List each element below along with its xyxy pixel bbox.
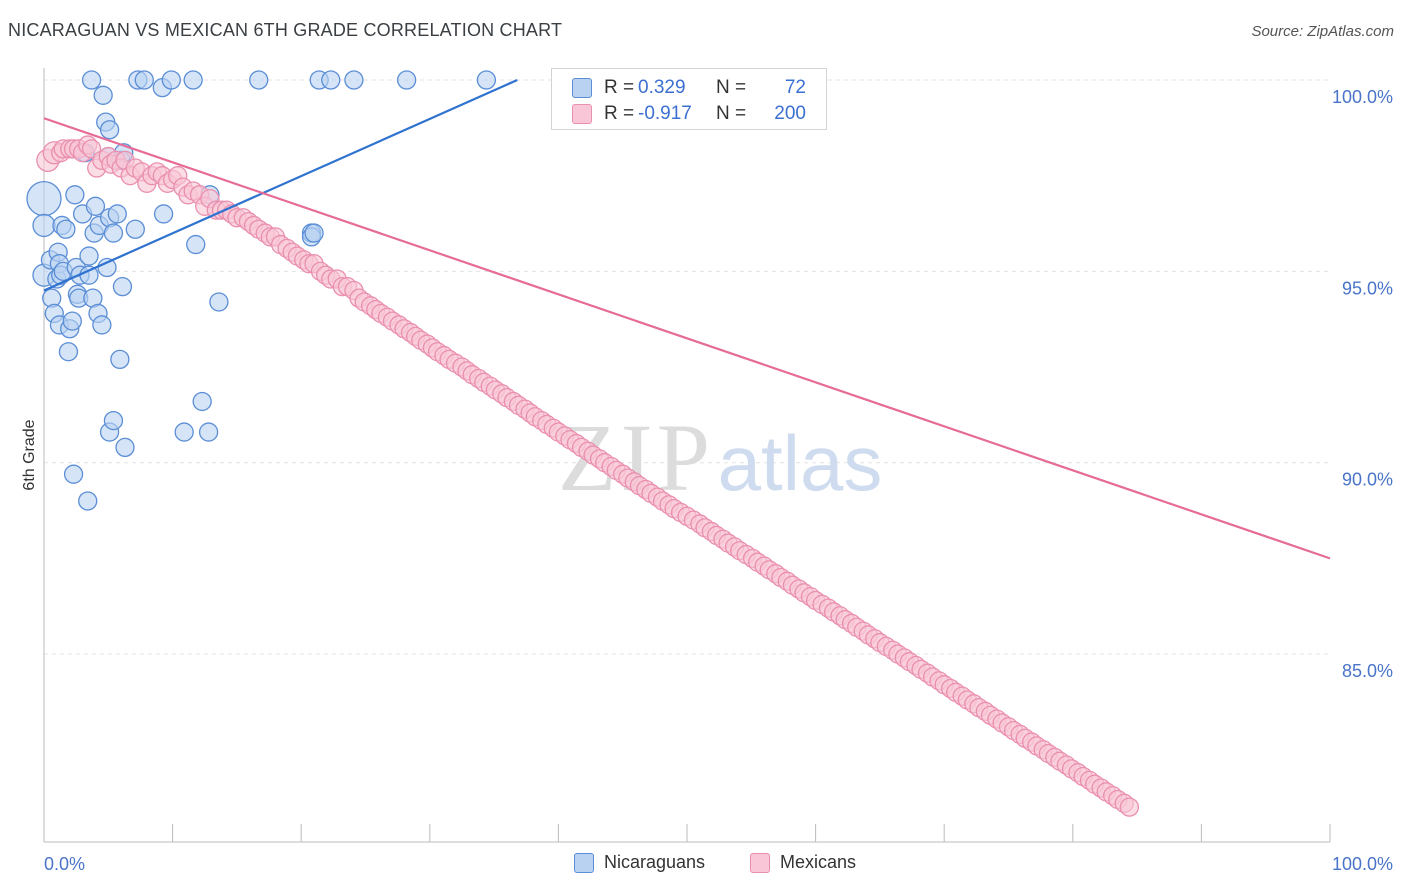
blue-swatch xyxy=(572,78,592,98)
y-tick-label: 90.0% xyxy=(1342,470,1393,490)
legend-item-nicaraguans[interactable]: Nicaraguans xyxy=(574,852,705,873)
source-label: Source: ZipAtlas.com xyxy=(1251,23,1394,40)
nicaraguan-point xyxy=(476,70,497,90)
nicaraguan-point xyxy=(103,410,124,431)
nicaraguan-point xyxy=(26,180,62,217)
nicaraguan-point xyxy=(79,265,99,285)
nicaraguan-point xyxy=(81,70,102,90)
r-value: -0.917 xyxy=(638,103,692,124)
n-label: N = xyxy=(716,103,747,124)
y-tick-label: 95.0% xyxy=(1342,278,1393,298)
nicaraguan-point xyxy=(304,223,324,243)
nicaraguan-point xyxy=(65,185,85,205)
trendlines xyxy=(43,78,1331,560)
y-tick-label: 85.0% xyxy=(1342,661,1393,681)
blue-swatch xyxy=(574,852,594,873)
x-tick-label-max: 100.0% xyxy=(1332,854,1393,874)
nicaraguan-point xyxy=(198,422,219,442)
nicaraguan-point xyxy=(344,70,364,90)
nicaraguan-point xyxy=(397,70,417,90)
nicaraguan-point xyxy=(115,437,135,458)
nicaraguan-point xyxy=(209,292,229,312)
r-label: R = xyxy=(604,77,635,98)
series-mexicans xyxy=(36,135,1140,817)
nicaraguan-point xyxy=(62,311,82,331)
chart-title: NICARAGUAN VS MEXICAN 6TH GRADE CORRELAT… xyxy=(8,20,563,40)
trendline-mexicans xyxy=(43,117,1331,560)
nicaraguan-point xyxy=(249,70,269,90)
nicaraguan-point xyxy=(32,213,56,238)
nicaraguan-point xyxy=(99,120,120,140)
stats-row-mexicans: R = -0.917 N = 200 xyxy=(572,102,806,126)
y-axis-title: 6th Grade xyxy=(21,419,38,490)
nicaraguan-point xyxy=(321,70,341,90)
axis-labels: 100.0% 95.0% 90.0% 85.0% 0.0% 100.0% 6th Grade xyxy=(21,87,1393,874)
nicaraguan-point xyxy=(85,196,106,216)
nicaraguan-point xyxy=(174,422,194,442)
grid xyxy=(44,79,1330,655)
nicaraguan-point xyxy=(78,491,98,511)
nicaraguan-point xyxy=(192,391,212,412)
r-value: 0.329 xyxy=(638,77,686,98)
n-value: 200 xyxy=(774,103,806,124)
nicaraguan-point xyxy=(125,219,145,239)
bottom-legend: Nicaraguans Mexicans xyxy=(0,852,1406,880)
pink-swatch xyxy=(750,852,770,873)
n-value: 72 xyxy=(784,77,806,98)
mexican-point xyxy=(1119,797,1140,817)
nicaraguan-point xyxy=(93,85,113,105)
nicaraguan-point xyxy=(103,223,124,243)
nicaraguan-point xyxy=(92,315,112,335)
watermark-atlas: atlas xyxy=(718,419,883,507)
legend-item-mexicans[interactable]: Mexicans xyxy=(750,852,856,873)
legend-label-nicaraguans: Nicaraguans xyxy=(604,852,706,872)
pink-swatch xyxy=(572,104,592,124)
nicaraguan-point xyxy=(161,70,181,90)
nicaraguan-point xyxy=(56,219,76,239)
trendline-nicaraguans xyxy=(43,78,518,292)
y-tick-label: 100.0% xyxy=(1332,87,1393,107)
nicaraguan-point xyxy=(186,234,206,255)
nicaraguan-point xyxy=(153,204,174,224)
nicaraguan-point xyxy=(112,277,133,297)
legend-label-mexicans: Mexicans xyxy=(780,852,857,872)
n-label: N = xyxy=(716,77,747,98)
nicaraguan-point xyxy=(107,204,127,224)
nicaraguan-point xyxy=(134,70,154,90)
nicaraguan-point xyxy=(97,257,117,278)
nicaraguan-point xyxy=(79,246,99,266)
nicaraguan-point xyxy=(58,342,79,362)
r-label: R = xyxy=(604,103,635,124)
x-tick-label-min: 0.0% xyxy=(44,854,85,874)
nicaraguan-point xyxy=(63,464,84,484)
nicaraguan-point xyxy=(110,349,130,370)
stats-row-nicaraguans: R = 0.329 N = 72 xyxy=(572,76,806,100)
nicaraguan-point xyxy=(183,70,203,90)
stats-legend: R = 0.329 N = 72 R = -0.917 N = 200 xyxy=(551,68,827,130)
